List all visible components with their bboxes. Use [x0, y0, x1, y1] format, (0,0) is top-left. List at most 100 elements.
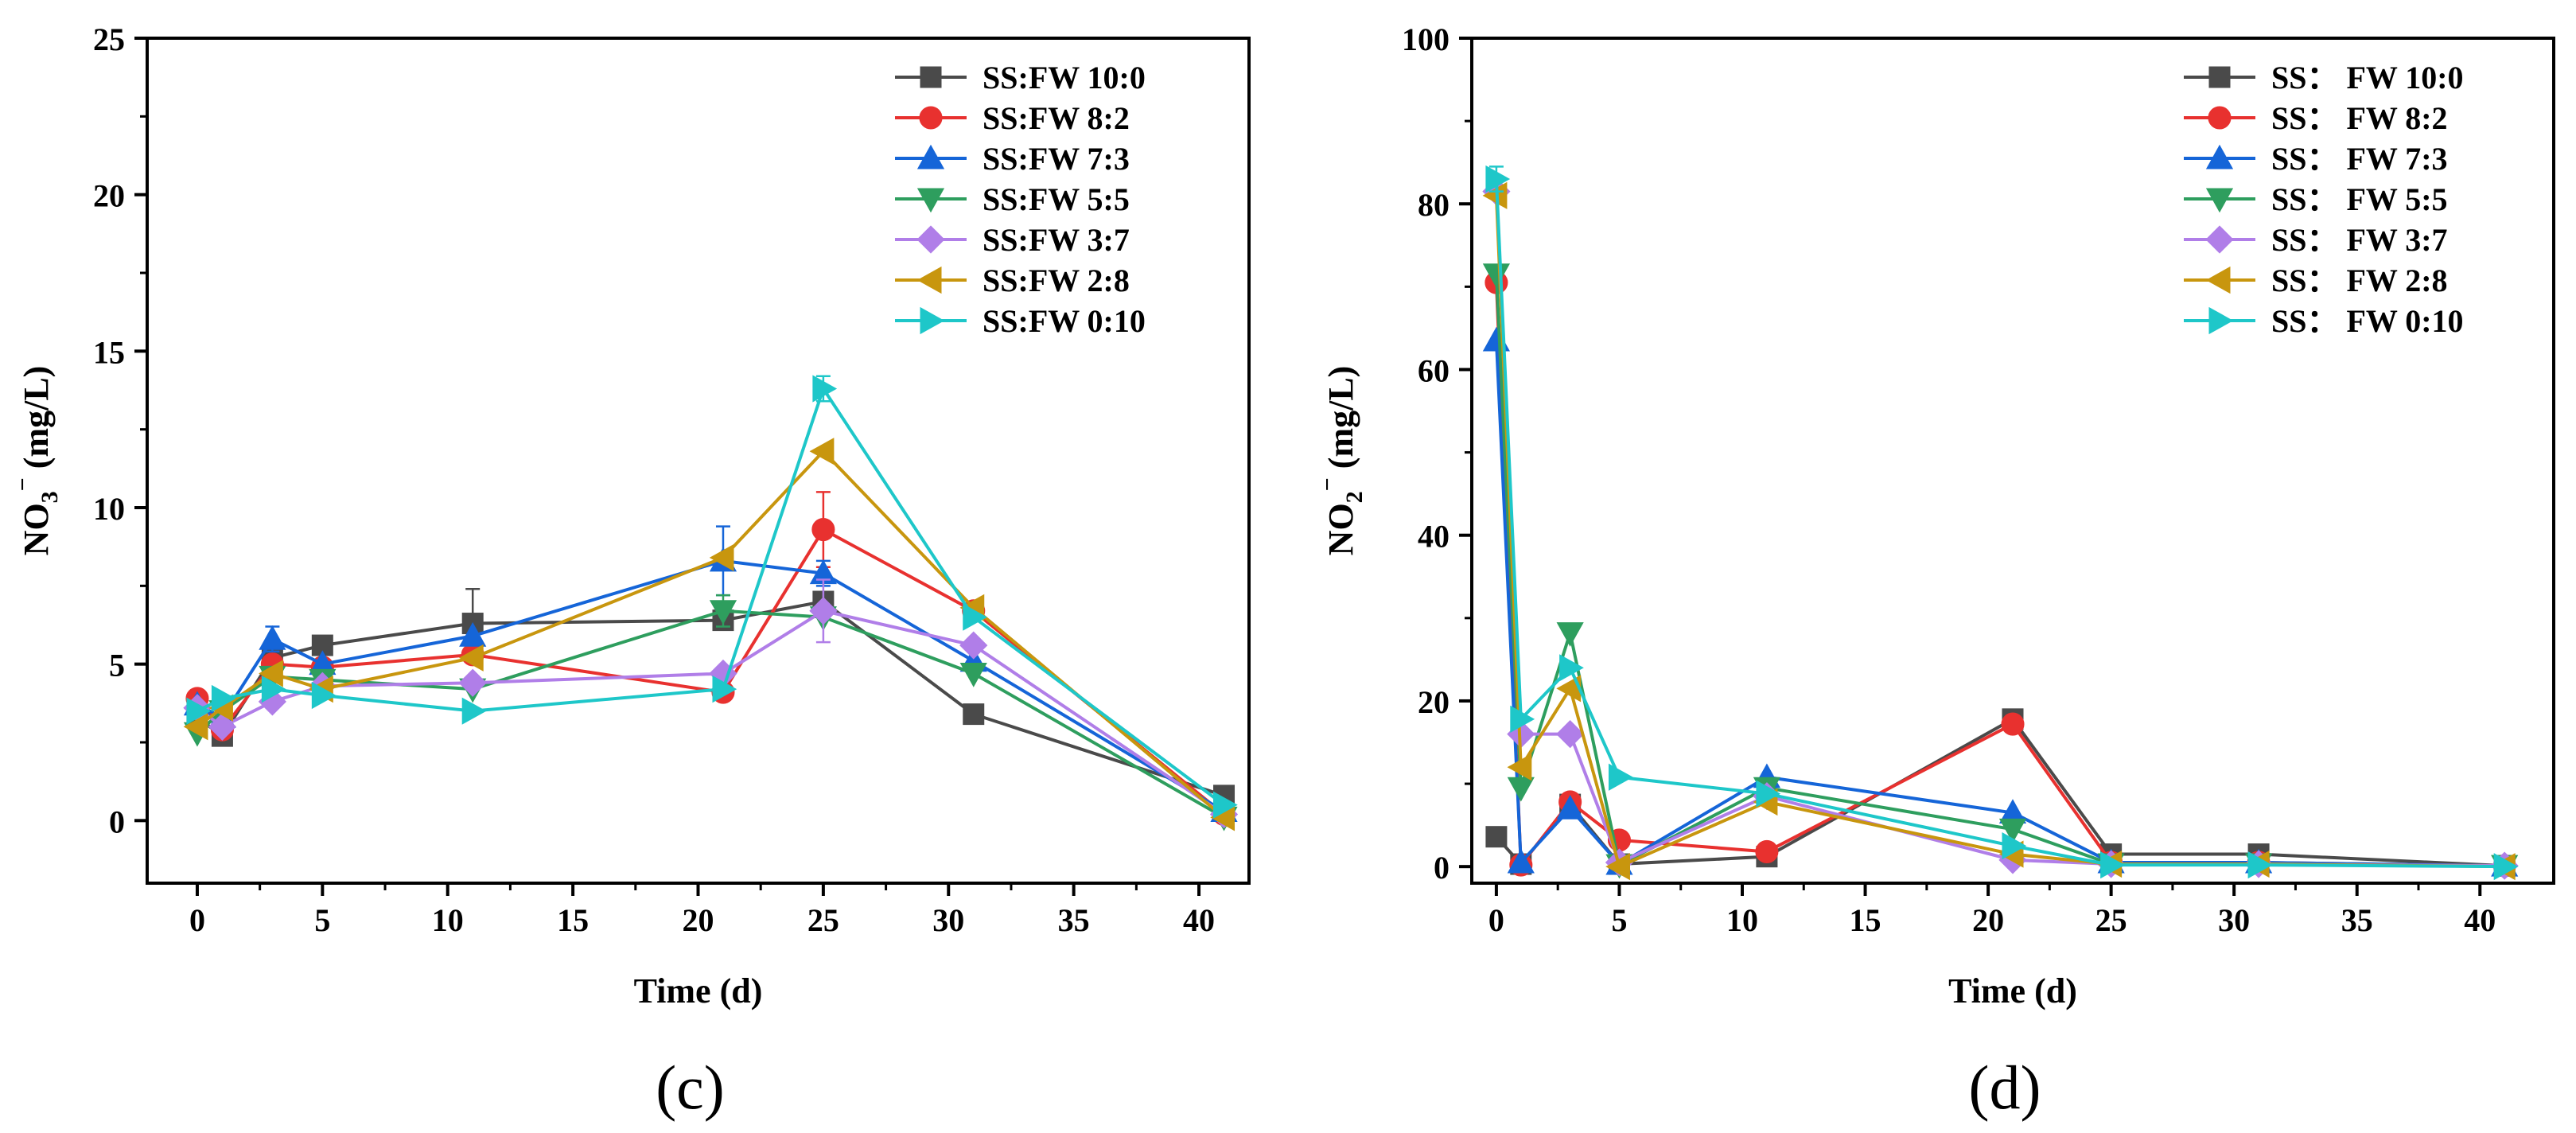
legend-label: SS： FW 8:2: [2271, 100, 2448, 136]
data-point: [2493, 853, 2519, 881]
data-point: [1507, 777, 1535, 802]
data-point: [959, 662, 987, 687]
data-point: [1556, 795, 1584, 820]
plot-frame: [1470, 37, 2555, 885]
data-point: [2002, 832, 2027, 860]
legend-marker: [919, 106, 943, 130]
data-point: [811, 517, 835, 542]
series-6: [1485, 165, 2519, 881]
data-point: [809, 438, 835, 465]
x-tick-label: 20: [683, 902, 714, 938]
panel-caption: (d): [1969, 1053, 2041, 1122]
legend-marker: [2205, 144, 2234, 169]
legend-label: SS:FW 0:10: [983, 303, 1146, 339]
legend-label: SS： FW 3:7: [2271, 222, 2448, 258]
y-label-unit: (mg/L): [1321, 366, 1360, 478]
series-line: [1494, 274, 2505, 868]
series-3: [1482, 263, 2519, 880]
y-tick-label: 60: [1418, 352, 1449, 388]
data-point: [1507, 848, 1535, 874]
data-point: [1998, 818, 2027, 843]
data-point: [183, 713, 208, 741]
legend-marker: [920, 306, 945, 335]
data-point: [458, 668, 487, 697]
data-point: [259, 660, 283, 687]
legend-marker: [2208, 306, 2234, 335]
data-point: [186, 697, 212, 725]
data-point: [1507, 753, 1532, 781]
data-point: [963, 603, 988, 631]
x-tick-label: 35: [1058, 902, 1090, 938]
x-axis-label: Time (d): [634, 971, 763, 1010]
legend-label: SS： FW 0:10: [2271, 303, 2464, 339]
y-label-superscript: −: [1314, 477, 1341, 491]
series-line: [196, 527, 1225, 816]
legend-label: SS： FW 7:3: [2271, 141, 2448, 177]
series-line: [196, 449, 1225, 819]
data-point: [2001, 712, 2025, 736]
legend-marker: [2208, 106, 2232, 130]
panel-c: 0 5 10 15 20 25 30 35 40 0 5 10 15 20 25 Time (d) NO3− (…: [10, 21, 1251, 1122]
x-tick-label: 25: [807, 902, 839, 938]
data-point: [1482, 263, 1511, 289]
data-point: [1556, 622, 1584, 647]
legend-marker: [2205, 225, 2234, 254]
x-axis-label: Time (d): [1948, 971, 2077, 1010]
x-tick-label: 15: [1850, 902, 1881, 938]
y-tick-label: 80: [1418, 187, 1449, 223]
data-point: [1485, 826, 1508, 848]
data-point: [1482, 181, 1508, 209]
data-point: [1559, 654, 1584, 682]
legend-marker: [920, 66, 942, 88]
series-line: [1494, 340, 2505, 868]
series-1: [1485, 271, 2516, 878]
data-point: [459, 621, 487, 647]
series-line: [1494, 282, 2505, 870]
x-tick-label: 15: [557, 902, 589, 938]
x-tick-label: 20: [1972, 902, 2004, 938]
panel-d: 0 5 10 15 20 25 30 35 40 0 20 40 60 80 100 Time (d) NO2−…: [1314, 21, 2555, 1122]
y-label-unit: (mg/L): [17, 366, 56, 478]
data-point: [311, 681, 337, 710]
legend-label: SS： FW 5:5: [2271, 181, 2448, 217]
series-4: [183, 578, 1239, 829]
x-tick-label: 0: [1488, 902, 1504, 938]
legend-label: SS:FW 8:2: [983, 100, 1130, 136]
data-point: [812, 375, 838, 403]
y-tick-label: 0: [1434, 850, 1449, 886]
x-tick-label: 10: [1726, 902, 1758, 938]
data-point: [1608, 763, 1633, 791]
x-tick-label: 25: [2095, 902, 2127, 938]
y-tick-label: 15: [93, 334, 125, 370]
data-point: [259, 625, 286, 650]
y-tick-label: 100: [1402, 21, 1449, 57]
legend-marker: [2205, 266, 2231, 294]
y-tick-label: 10: [93, 491, 125, 527]
x-tick-label: 30: [932, 902, 964, 938]
data-point: [963, 703, 985, 726]
data-point: [461, 697, 487, 725]
data-point: [1485, 165, 1511, 193]
data-point: [1510, 705, 1535, 733]
data-point: [2100, 851, 2125, 879]
y-label-subscript: 2: [1341, 491, 1368, 503]
y-axis-label: NO2− (mg/L): [1314, 366, 1368, 556]
legend-label: SS:FW 7:3: [983, 141, 1130, 177]
y-label-subscript: 3: [37, 491, 63, 503]
data-point: [208, 712, 237, 741]
data-point: [1213, 791, 1238, 819]
data-point: [458, 644, 484, 672]
legend-label: SS： FW 10:0: [2271, 60, 2464, 95]
legend-label: SS:FW 2:8: [983, 263, 1130, 298]
series-3: [183, 594, 1238, 831]
panel-caption: (c): [656, 1053, 725, 1122]
x-tick-label: 40: [1183, 902, 1215, 938]
y-label-main: NO: [17, 503, 56, 555]
x-tick-label: 40: [2464, 902, 2496, 938]
legend-marker: [916, 188, 945, 213]
x-tick-label: 10: [432, 902, 464, 938]
legend-marker: [2208, 66, 2231, 88]
x-tick-label: 35: [2341, 902, 2373, 938]
